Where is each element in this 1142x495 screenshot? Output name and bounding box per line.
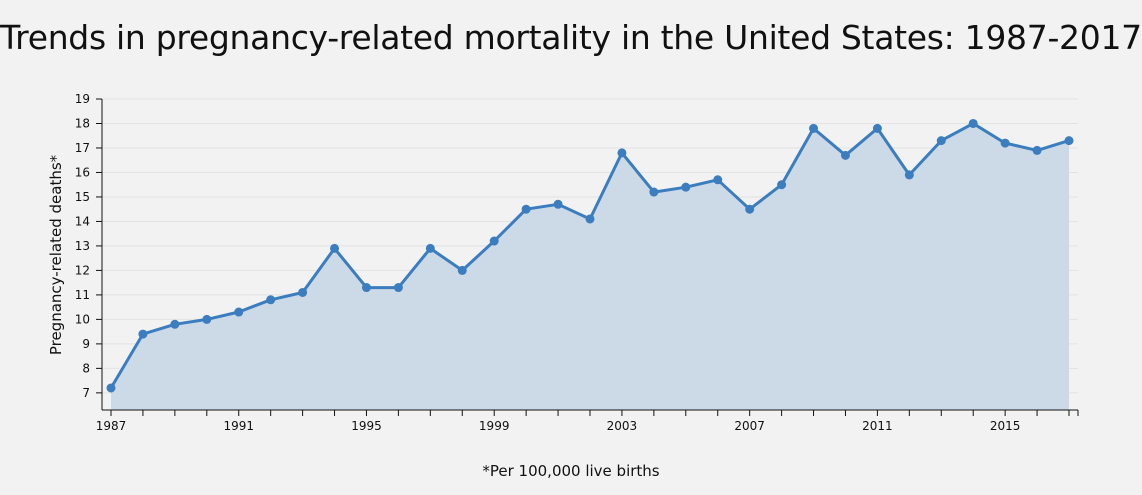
data-point-1992 bbox=[266, 295, 276, 305]
x-tick-label: 1999 bbox=[479, 419, 510, 433]
data-point-1994 bbox=[330, 243, 340, 253]
data-point-2001 bbox=[553, 199, 563, 209]
data-point-2006 bbox=[713, 175, 723, 185]
x-tick-label: 1991 bbox=[223, 419, 254, 433]
data-point-1987 bbox=[106, 383, 116, 393]
x-tick-label: 2007 bbox=[734, 419, 765, 433]
data-point-1997 bbox=[425, 243, 435, 253]
data-point-2013 bbox=[936, 136, 946, 146]
data-point-2002 bbox=[585, 214, 595, 224]
data-point-2003 bbox=[617, 148, 627, 158]
footnote: *Per 100,000 live births bbox=[482, 462, 660, 480]
y-tick-label: 8 bbox=[82, 361, 90, 375]
y-tick-label: 18 bbox=[75, 116, 90, 130]
data-point-2016 bbox=[1032, 145, 1042, 155]
data-point-1988 bbox=[138, 329, 148, 339]
data-point-1990 bbox=[202, 314, 212, 324]
data-point-2004 bbox=[649, 187, 659, 197]
y-tick-label: 7 bbox=[82, 386, 90, 400]
axes bbox=[96, 98, 1079, 416]
y-tick-label: 19 bbox=[75, 92, 90, 106]
y-tick-label: 14 bbox=[75, 214, 90, 228]
data-point-1995 bbox=[361, 283, 371, 293]
x-tick-label: 1987 bbox=[96, 419, 127, 433]
x-tick-label: 2015 bbox=[990, 419, 1021, 433]
y-tick-label: 13 bbox=[75, 239, 90, 253]
data-point-1996 bbox=[393, 283, 403, 293]
y-tick-label: 15 bbox=[75, 190, 90, 204]
data-point-2007 bbox=[745, 204, 755, 214]
x-tick-label: 2011 bbox=[862, 419, 893, 433]
data-point-2011 bbox=[872, 123, 882, 133]
data-point-2008 bbox=[777, 180, 787, 190]
data-point-2012 bbox=[904, 170, 914, 180]
y-tick-label: 10 bbox=[75, 312, 90, 326]
data-point-1993 bbox=[298, 287, 308, 297]
data-point-1989 bbox=[170, 319, 180, 329]
data-point-2015 bbox=[1000, 138, 1010, 148]
x-tick-labels: 1987 1991 1995 1999 2003 2007 2011 2015 bbox=[96, 419, 1021, 433]
chart-title: Trends in pregnancy-related mortality in… bbox=[0, 18, 1142, 57]
data-point-2009 bbox=[809, 123, 819, 133]
data-point-2005 bbox=[681, 182, 691, 192]
data-point-2010 bbox=[840, 150, 850, 160]
area-fill bbox=[111, 123, 1069, 410]
x-tick-label: 1995 bbox=[351, 419, 382, 433]
data-point-2017 bbox=[1064, 136, 1074, 146]
data-point-2014 bbox=[968, 118, 978, 128]
y-tick-label: 11 bbox=[75, 288, 90, 302]
x-tick-label: 2003 bbox=[607, 419, 638, 433]
y-tick-label: 9 bbox=[82, 337, 90, 351]
y-tick-label: 16 bbox=[75, 165, 90, 179]
y-tick-labels: 7 8 9 10 11 12 13 14 15 16 17 18 19 bbox=[75, 92, 90, 400]
y-tick-label: 17 bbox=[75, 141, 90, 155]
y-tick-label: 12 bbox=[75, 263, 90, 277]
data-point-1998 bbox=[457, 265, 467, 275]
data-point-1991 bbox=[234, 307, 244, 317]
data-points bbox=[106, 118, 1074, 393]
data-point-1999 bbox=[489, 236, 499, 246]
data-point-2000 bbox=[521, 204, 531, 214]
